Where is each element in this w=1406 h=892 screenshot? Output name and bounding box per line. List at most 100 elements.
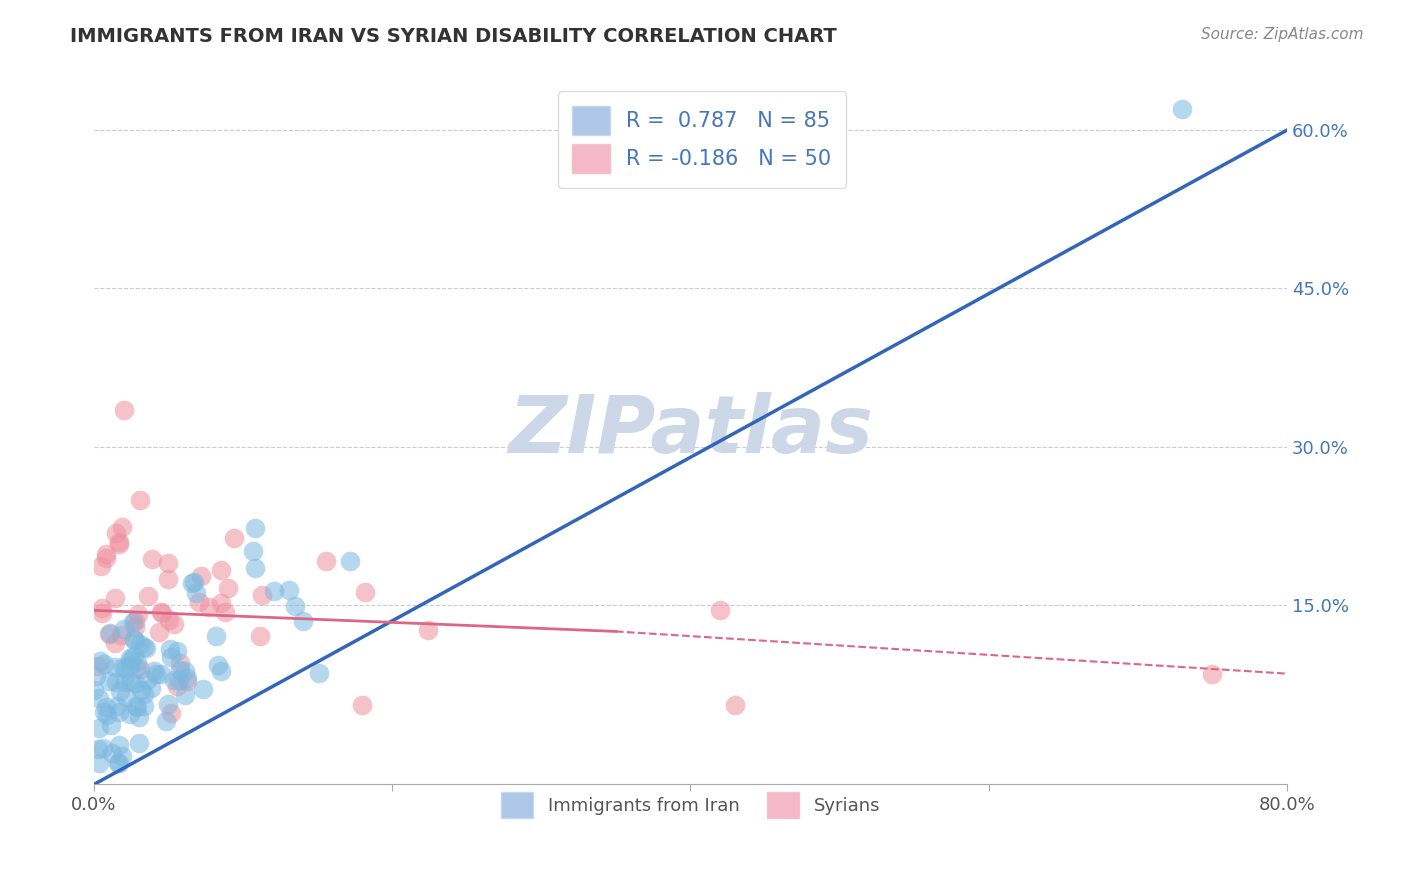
Point: [128, 736, 150, 750]
Point: [98, 625, 121, 640]
Point: [110, 684, 132, 698]
Point: [91, 606, 114, 620]
Point: [160, 650, 183, 665]
Point: [89, 690, 111, 705]
Point: [93, 740, 115, 755]
Point: [245, 561, 267, 575]
Point: [141, 552, 163, 566]
Point: [114, 623, 136, 637]
Point: [169, 663, 191, 677]
Point: [166, 679, 188, 693]
Point: [108, 705, 131, 719]
Point: [105, 525, 128, 540]
Point: [150, 605, 173, 619]
Point: [128, 663, 150, 677]
Point: [129, 493, 152, 508]
Point: [107, 756, 129, 771]
Point: [243, 521, 266, 535]
Point: [108, 534, 131, 549]
Point: [157, 613, 180, 627]
Legend: Immigrants from Iran, Syrians: Immigrants from Iran, Syrians: [494, 785, 887, 825]
Point: [339, 554, 361, 568]
Point: [124, 633, 146, 648]
Point: [112, 402, 135, 417]
Point: [93, 657, 115, 671]
Point: [94, 548, 117, 562]
Point: [132, 698, 155, 713]
Point: [242, 543, 264, 558]
Point: [105, 699, 128, 714]
Point: [160, 706, 183, 720]
Point: [209, 664, 232, 678]
Point: [709, 603, 731, 617]
Point: [167, 673, 190, 687]
Point: [190, 569, 212, 583]
Point: [193, 681, 215, 696]
Point: [112, 659, 135, 673]
Point: [163, 673, 186, 687]
Point: [127, 607, 149, 621]
Point: [114, 674, 136, 689]
Point: [214, 605, 236, 619]
Point: [124, 615, 146, 629]
Text: IMMIGRANTS FROM IRAN VS SYRIAN DISABILITY CORRELATION CHART: IMMIGRANTS FROM IRAN VS SYRIAN DISABILIT…: [70, 27, 837, 45]
Point: [143, 664, 166, 678]
Point: [104, 674, 127, 689]
Point: [150, 607, 173, 621]
Point: [135, 640, 157, 655]
Point: [86, 658, 108, 673]
Point: [104, 660, 127, 674]
Point: [100, 718, 122, 732]
Point: [352, 698, 374, 713]
Point: [125, 661, 148, 675]
Point: [155, 714, 177, 728]
Point: [93, 705, 115, 719]
Point: [139, 681, 162, 696]
Point: [103, 636, 125, 650]
Point: [111, 520, 134, 534]
Point: [156, 556, 179, 570]
Point: [315, 554, 337, 568]
Point: [416, 623, 439, 637]
Point: [120, 652, 142, 666]
Point: [125, 656, 148, 670]
Point: [132, 640, 155, 654]
Point: [115, 690, 138, 705]
Point: [136, 673, 159, 688]
Point: [218, 581, 240, 595]
Point: [176, 673, 198, 688]
Point: [209, 563, 232, 577]
Point: [1201, 666, 1223, 681]
Point: [83, 682, 105, 697]
Point: [156, 573, 179, 587]
Point: [187, 595, 209, 609]
Point: [166, 644, 188, 658]
Point: [98, 673, 121, 688]
Point: [197, 599, 219, 614]
Point: [127, 700, 149, 714]
Point: [183, 574, 205, 589]
Point: [162, 616, 184, 631]
Point: [173, 664, 195, 678]
Point: [118, 659, 141, 673]
Point: [176, 671, 198, 685]
Point: [120, 673, 142, 688]
Point: [252, 588, 274, 602]
Point: [114, 662, 136, 676]
Point: [98, 626, 121, 640]
Point: [291, 614, 314, 628]
Point: [184, 586, 207, 600]
Point: [129, 637, 152, 651]
Point: [132, 687, 155, 701]
Point: [157, 697, 180, 711]
Point: [104, 591, 127, 606]
Point: [249, 629, 271, 643]
Point: [207, 657, 229, 672]
Point: [90, 600, 112, 615]
Point: [724, 698, 747, 713]
Point: [353, 585, 375, 599]
Point: [148, 625, 170, 640]
Point: [101, 746, 124, 760]
Point: [124, 620, 146, 634]
Point: [277, 583, 299, 598]
